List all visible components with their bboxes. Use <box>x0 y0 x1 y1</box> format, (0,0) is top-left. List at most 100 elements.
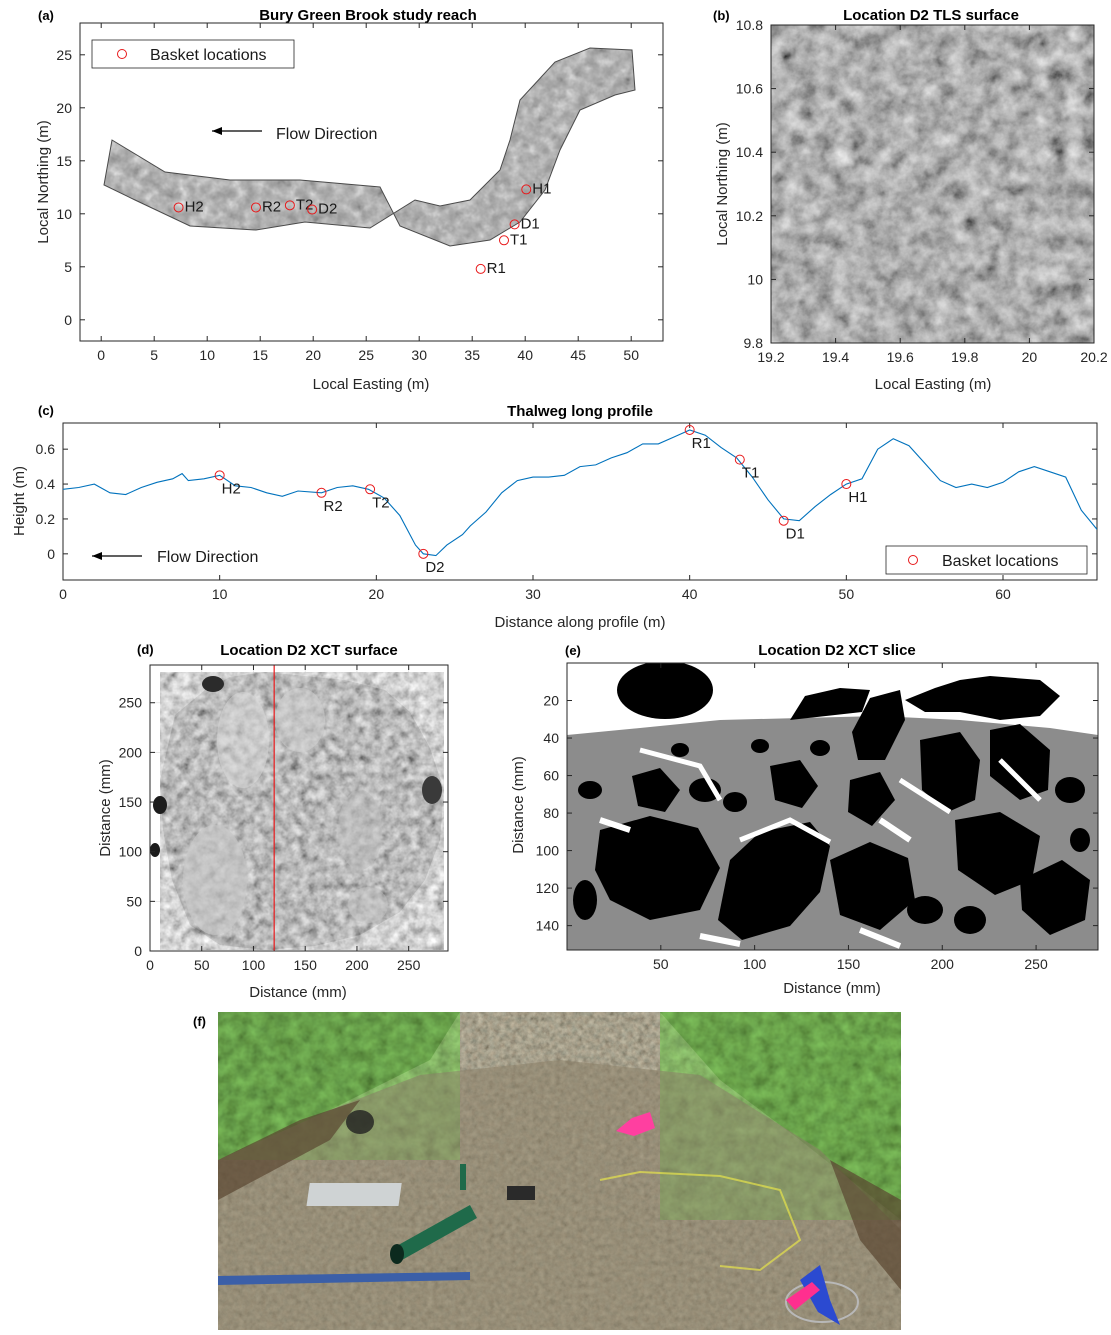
y-tick-label: 20 <box>543 693 559 709</box>
y-tick-label: 40 <box>543 730 559 746</box>
y-tick-label: 10.2 <box>736 208 763 224</box>
field-photo <box>218 1012 901 1330</box>
tls-surface-image <box>771 25 1094 343</box>
y-axis-label-e: Distance (mm) <box>510 756 527 854</box>
y-tick-label: 80 <box>543 805 559 821</box>
y-tick-label: 120 <box>536 880 560 896</box>
y-tick-label: 200 <box>119 744 143 760</box>
panel-d: (d) Location D2 XCT surface 0 50 100 150 200… <box>97 642 449 1001</box>
x-tick-label: 10 <box>199 347 215 363</box>
x-tick-label: 20 <box>305 347 321 363</box>
y-axis-label-c: Height (m) <box>11 466 28 536</box>
pink-flag <box>616 1112 655 1136</box>
tape-measure <box>218 1272 470 1285</box>
basket-label-t1: T1 <box>510 231 528 248</box>
x-axis-label-b: Local Easting (m) <box>875 376 992 393</box>
x-tick-label: 45 <box>570 347 586 363</box>
x-axis-d: 0 50 100 150 200 250 <box>146 665 421 973</box>
y-axis-d: 0 50 100 150 200 250 <box>119 695 448 959</box>
legend-a: Basket locations <box>91 39 295 69</box>
x-axis-label-c: Distance along profile (m) <box>495 614 666 631</box>
y-tick-label: 9.8 <box>744 335 764 351</box>
y-tick-label: 100 <box>536 843 560 859</box>
panel-a-title: Bury Green Brook study reach <box>259 7 477 24</box>
x-tick-label: 150 <box>837 956 861 972</box>
panel-label-d: (d) <box>137 642 154 657</box>
steel-plate <box>306 1183 402 1206</box>
y-axis-c: 0 0.2 0.4 0.6 <box>36 441 1097 562</box>
y-axis-b: 9.8 10 10.2 10.4 10.6 10.8 <box>736 17 1094 351</box>
x-tick-label: 10 <box>212 586 228 602</box>
x-tick-label: 60 <box>995 586 1011 602</box>
y-tick-label: 50 <box>126 893 142 909</box>
x-tick-label: 25 <box>358 347 374 363</box>
basket-marker-h1 <box>521 184 532 195</box>
profile-label-t2: T2 <box>372 494 390 511</box>
x-tick-label: 100 <box>743 956 767 972</box>
x-tick-label: 40 <box>682 586 698 602</box>
panel-b-title: Location D2 TLS surface <box>843 7 1019 24</box>
basket-label-r2: R2 <box>262 198 281 215</box>
x-tick-label: 19.6 <box>887 349 914 365</box>
x-tick-label: 20.2 <box>1080 349 1107 365</box>
xct-slice-image <box>567 663 1098 950</box>
profile-label-t1: T1 <box>742 465 760 482</box>
y-tick-label: 10 <box>747 271 763 287</box>
panel-a: (a) Bury Green Brook study reach 0 5 10 15 2… <box>35 7 664 393</box>
basket-marker-d1 <box>509 219 520 230</box>
x-tick-label: 100 <box>242 957 266 973</box>
panel-label-a: (a) <box>38 8 54 23</box>
basket-marker-t1 <box>499 235 509 246</box>
y-tick-label: 250 <box>119 695 143 711</box>
y-tick-label: 25 <box>56 47 72 63</box>
legend-marker-c <box>908 555 918 565</box>
legend-c: Basket locations <box>885 545 1088 575</box>
flow-direction-a: Flow Direction <box>212 126 377 143</box>
y-tick-label: 0 <box>134 943 142 959</box>
profile-marker-h1 <box>841 479 852 490</box>
profile-marker-t1 <box>734 454 745 465</box>
y-tick-label: 10.8 <box>736 17 763 33</box>
y-tick-label: 140 <box>536 918 560 934</box>
profile-marker-r1 <box>684 424 695 435</box>
x-tick-label: 250 <box>1024 956 1048 972</box>
y-axis-a: 0 5 10 15 20 25 <box>56 47 663 328</box>
y-tick-label: 60 <box>543 768 559 784</box>
x-axis-label-a: Local Easting (m) <box>313 376 430 393</box>
panel-label-b: (b) <box>713 8 730 23</box>
x-tick-label: 15 <box>252 347 268 363</box>
panel-label-c: (c) <box>38 403 54 418</box>
x-tick-label: 200 <box>345 957 369 973</box>
panel-d-title: Location D2 XCT surface <box>220 642 398 659</box>
profile-label-r1: R1 <box>692 435 711 452</box>
x-tick-label: 50 <box>194 957 210 973</box>
profile-line <box>63 429 1097 557</box>
y-tick-label: 0.6 <box>36 441 56 457</box>
y-tick-label: 150 <box>119 794 143 810</box>
panel-e-title: Location D2 XCT slice <box>758 642 916 659</box>
x-tick-label: 250 <box>397 957 421 973</box>
legend-label-c: Basket locations <box>942 553 1059 570</box>
basket-marker-r2 <box>250 202 261 213</box>
profile-marker-d2 <box>418 548 429 559</box>
basket-marker-t2 <box>284 200 295 211</box>
profile-label-r2: R2 <box>324 498 343 515</box>
xct-surface-render <box>150 665 444 951</box>
profile-label-d2: D2 <box>425 559 444 576</box>
basket-label-d1: D1 <box>521 215 540 232</box>
y-tick-label: 15 <box>56 153 72 169</box>
x-tick-label: 30 <box>525 586 541 602</box>
x-tick-label: 19.8 <box>951 349 978 365</box>
y-tick-label: 10.4 <box>736 144 763 160</box>
x-tick-label: 50 <box>623 347 639 363</box>
basket-marker-r1 <box>475 263 486 274</box>
x-tick-label: 0 <box>146 957 154 973</box>
y-tick-label: 0 <box>47 546 55 562</box>
x-axis-b: 19.2 19.4 19.6 19.8 20 20.2 <box>757 25 1108 365</box>
panel-b: (b) Location D2 TLS surface 19.2 19.4 19.6… <box>713 7 1108 393</box>
flow-direction-label-a: Flow Direction <box>276 126 377 143</box>
profile-marker-r2 <box>316 487 327 498</box>
x-axis-a: 0 5 10 15 20 25 30 35 40 45 50 <box>97 23 639 363</box>
